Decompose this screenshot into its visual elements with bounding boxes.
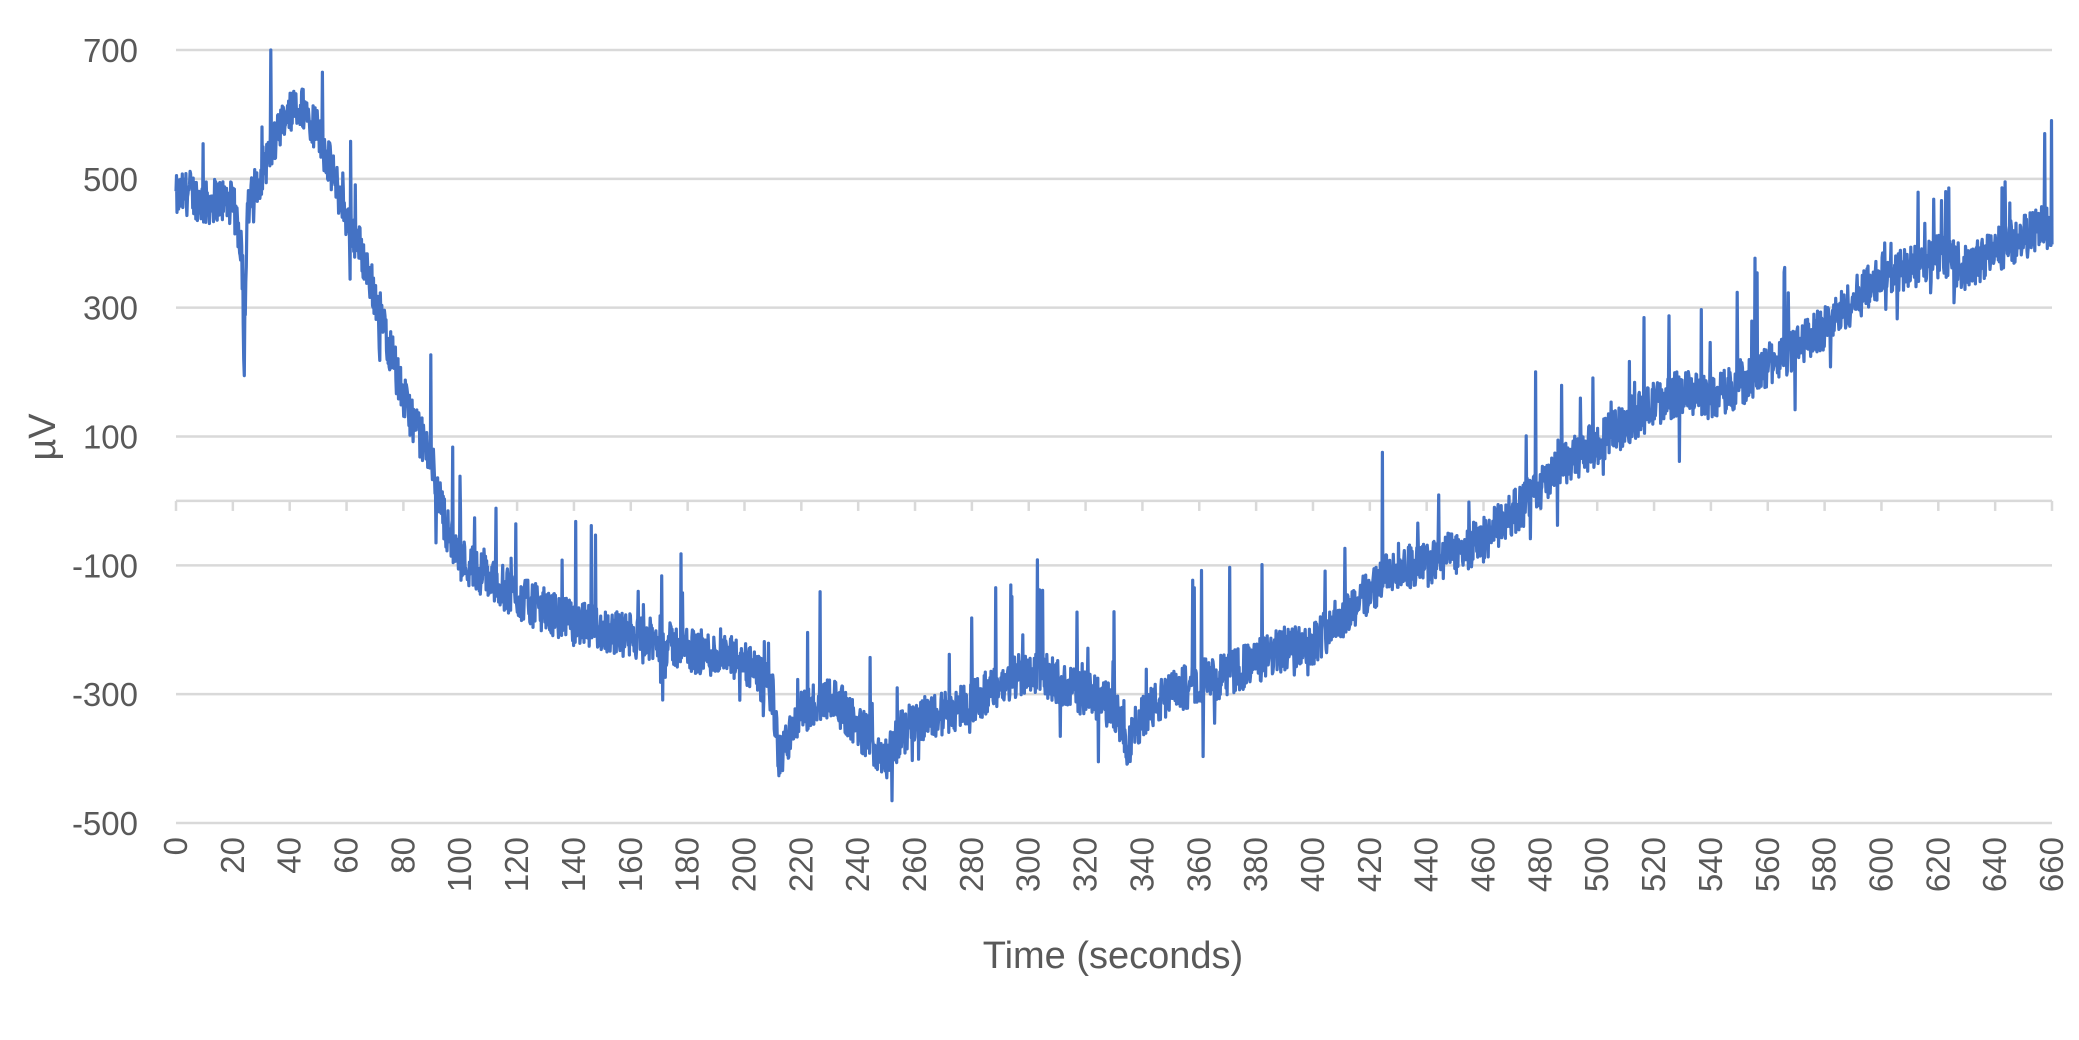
x-axis-title: Time (seconds) bbox=[983, 935, 1243, 977]
y-tick-label: 300 bbox=[83, 290, 138, 327]
x-tick-label: 60 bbox=[328, 837, 365, 874]
x-tick-label: 160 bbox=[612, 837, 649, 892]
x-tick-label: 440 bbox=[1408, 837, 1445, 892]
x-tick-label: 580 bbox=[1806, 837, 1843, 892]
x-tick-label: 380 bbox=[1237, 837, 1274, 892]
x-tick-label: 240 bbox=[839, 837, 876, 892]
x-tick-label: 120 bbox=[498, 837, 535, 892]
x-tick-label: 20 bbox=[214, 837, 251, 874]
x-tick-label: 100 bbox=[441, 837, 478, 892]
x-tick-labels: 0 20 40 60 80 100 120 140 160 180 200 220 240 260 280 3… bbox=[157, 837, 2070, 892]
x-tick-label: 260 bbox=[896, 837, 933, 892]
x-tick-label: 400 bbox=[1294, 837, 1331, 892]
x-tick-label: 600 bbox=[1862, 837, 1899, 892]
x-tick-label: 220 bbox=[782, 837, 819, 892]
x-tick-label: 80 bbox=[384, 837, 421, 874]
series-layer bbox=[174, 48, 2054, 803]
x-tick-label: 560 bbox=[1749, 837, 1786, 892]
x-tick-label: 420 bbox=[1351, 837, 1388, 892]
x-tick-label: 300 bbox=[1010, 837, 1047, 892]
x-tick-label: 0 bbox=[157, 837, 194, 855]
x-tick-label: 180 bbox=[669, 837, 706, 892]
x-tick-label: 140 bbox=[555, 837, 592, 892]
y-tick-label: -100 bbox=[72, 547, 138, 584]
x-tick-label: 360 bbox=[1180, 837, 1217, 892]
x-axis bbox=[174, 499, 2054, 511]
x-tick-label: 460 bbox=[1465, 837, 1502, 892]
x-tick-label: 500 bbox=[1578, 837, 1615, 892]
x-tick-label: 280 bbox=[953, 837, 990, 892]
x-tick-label: 480 bbox=[1521, 837, 1558, 892]
x-tick-label: 660 bbox=[2033, 837, 2070, 892]
y-tick-label: -300 bbox=[72, 676, 138, 713]
y-tick-label: -500 bbox=[72, 805, 138, 842]
y-tick-label: 700 bbox=[83, 32, 138, 69]
y-tick-label: 100 bbox=[83, 419, 138, 456]
x-tick-label: 200 bbox=[725, 837, 762, 892]
x-tick-label: 540 bbox=[1692, 837, 1729, 892]
y-axis-title: µV bbox=[22, 413, 64, 461]
x-tick-label: 640 bbox=[1976, 837, 2013, 892]
x-tick-label: 520 bbox=[1635, 837, 1672, 892]
x-tick-label: 320 bbox=[1067, 837, 1104, 892]
x-tick-label: 40 bbox=[271, 837, 308, 874]
y-tick-label: 500 bbox=[83, 161, 138, 198]
x-tick-label: 620 bbox=[1919, 837, 1956, 892]
y-tick-labels: 700 500 300 100 -100 -300 -500 bbox=[72, 32, 138, 842]
series-line bbox=[174, 48, 2054, 803]
x-tick-label: 340 bbox=[1123, 837, 1160, 892]
